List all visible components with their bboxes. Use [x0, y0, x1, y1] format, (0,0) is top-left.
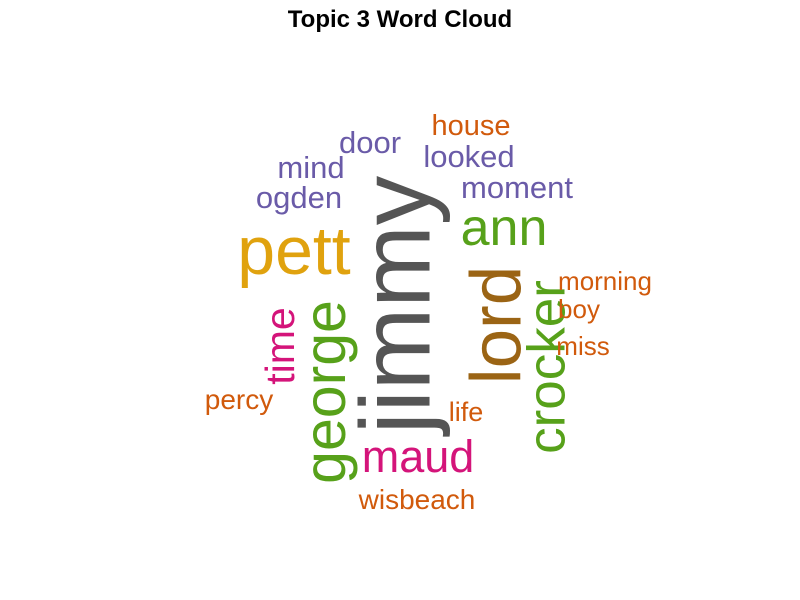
word-mind: mind — [277, 150, 344, 185]
word-lord: lord — [458, 266, 537, 384]
chart-title: Topic 3 Word Cloud — [287, 6, 513, 33]
word-jimmy: jimmy — [340, 175, 451, 437]
word-house: house — [431, 110, 510, 142]
word-morning: morning — [558, 266, 652, 296]
word-moment: moment — [461, 170, 573, 205]
word-ogden: ogden — [256, 180, 342, 215]
word-boy: boy — [558, 294, 600, 324]
word-time: time — [257, 307, 303, 384]
word-george: george — [292, 300, 358, 484]
word-pett: pett — [237, 213, 351, 289]
word-wisbeach: wisbeach — [358, 484, 476, 515]
word-percy: percy — [205, 384, 273, 415]
word-crocker: crocker — [518, 280, 577, 454]
word-door: door — [339, 125, 401, 160]
word-miss: miss — [556, 331, 609, 361]
word-looked: looked — [423, 139, 514, 174]
word-life: life — [449, 397, 484, 427]
word-ann: ann — [461, 199, 548, 257]
word-maud: maud — [362, 431, 475, 482]
